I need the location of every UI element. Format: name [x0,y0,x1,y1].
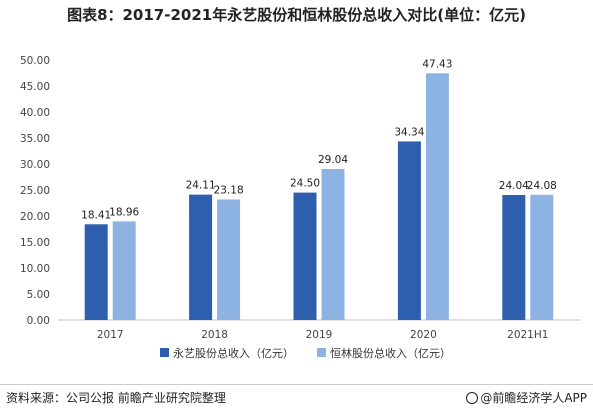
legend-label: 恒林股份总收入（亿元） [330,346,451,360]
y-tick-label: 45.00 [20,81,50,93]
y-tick-label: 0.00 [27,315,50,327]
x-tick-label: 2021H1 [507,329,548,341]
data-label: 24.04 [499,180,529,192]
data-label: 24.50 [290,178,320,190]
bar-yongyi-2020 [397,141,421,320]
brand-logo-icon [466,392,479,404]
data-label: 18.96 [109,206,139,218]
y-tick-label: 20.00 [20,211,50,223]
data-label: 24.11 [186,180,216,192]
bar-yongyi-2018 [189,194,213,320]
x-axis: 2017 2018 2019 2020 2021H1 [58,319,580,341]
x-tick-label: 2018 [201,329,228,341]
chart-title: 图表8：2017-2021年永艺股份和恒林股份总收入对比(单位：亿元) [67,6,526,24]
brand-credit: @前瞻经济学人APP [466,389,587,406]
y-tick-label: 50.00 [20,55,50,67]
y-tick-label: 25.00 [20,185,50,197]
x-tick-label: 2019 [306,329,333,341]
y-tick-label: 15.00 [20,237,50,249]
bar-henglin-2017 [112,221,136,320]
footer-divider [0,384,593,385]
legend: 永艺股份总收入（亿元） 恒林股份总收入（亿元） [160,346,451,360]
data-label: 23.18 [214,184,244,196]
bar-yongyi-2019 [293,192,317,320]
bar-henglin-2021H1 [530,194,554,320]
bar-yongyi-2021H1 [502,194,526,320]
source-note: 资料来源：公司公报 前瞻产业研究院整理 [6,391,226,405]
legend-label: 永艺股份总收入（亿元） [173,346,294,360]
data-label: 29.04 [318,154,348,166]
bar-chart: 0.00 5.00 10.00 15.00 20.00 25.00 30.00 35.00 40… [20,55,580,360]
x-tick-label: 2017 [97,329,124,341]
y-tick-label: 30.00 [20,159,50,171]
bar-henglin-2018 [217,199,241,320]
brand-label: @前瞻经济学人APP [480,391,587,405]
data-label: 47.43 [422,58,452,70]
bar-henglin-2020 [425,73,449,320]
y-tick-label: 10.00 [20,263,50,275]
legend-swatch [160,348,169,357]
y-tick-label: 40.00 [20,107,50,119]
x-tick-label: 2020 [410,329,437,341]
y-tick-label: 5.00 [27,289,50,301]
bar-henglin-2019 [321,168,345,320]
bars [84,73,554,320]
data-label: 34.34 [394,126,424,138]
y-axis: 0.00 5.00 10.00 15.00 20.00 25.00 30.00 35.00 40… [20,55,50,327]
y-tick-label: 35.00 [20,133,50,145]
data-label: 24.08 [527,180,557,192]
legend-swatch [317,348,326,357]
data-label: 18.41 [81,209,111,221]
bar-yongyi-2017 [84,224,108,320]
